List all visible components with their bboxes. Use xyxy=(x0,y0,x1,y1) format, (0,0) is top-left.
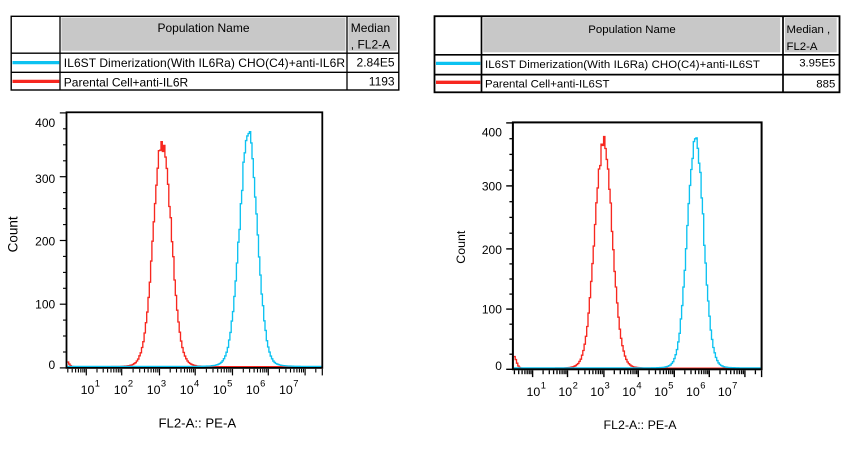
svg-text:10: 10 xyxy=(622,385,636,399)
svg-text:200: 200 xyxy=(35,234,55,248)
svg-text:10: 10 xyxy=(686,385,700,399)
svg-text:Parental Cell+anti-IL6ST: Parental Cell+anti-IL6ST xyxy=(485,79,609,91)
svg-text:200: 200 xyxy=(482,243,502,257)
svg-text:Median: Median xyxy=(351,21,390,35)
svg-text:300: 300 xyxy=(482,179,502,193)
svg-text:4: 4 xyxy=(194,377,199,388)
svg-text:10: 10 xyxy=(180,383,194,397)
svg-text:Parental Cell+anti-IL6R: Parental Cell+anti-IL6R xyxy=(64,75,189,89)
svg-text:Count: Count xyxy=(454,230,468,264)
svg-text:885: 885 xyxy=(816,78,835,90)
svg-text:3: 3 xyxy=(161,377,166,388)
svg-text:10: 10 xyxy=(558,385,572,399)
svg-text:10: 10 xyxy=(590,385,604,399)
svg-text:3.95E5: 3.95E5 xyxy=(799,57,835,69)
svg-text:Population Name: Population Name xyxy=(157,21,249,35)
svg-text:2.84E5: 2.84E5 xyxy=(357,56,395,70)
svg-text:7: 7 xyxy=(293,377,298,388)
svg-text:10: 10 xyxy=(81,383,95,397)
svg-text:10: 10 xyxy=(147,383,161,397)
svg-text:Population Name: Population Name xyxy=(588,24,675,36)
svg-text:10: 10 xyxy=(114,383,128,397)
svg-text:FL2-A: FL2-A xyxy=(787,41,818,53)
svg-text:Count: Count xyxy=(6,216,21,252)
svg-text:6: 6 xyxy=(260,377,265,388)
svg-text:10: 10 xyxy=(527,385,541,399)
svg-text:1193: 1193 xyxy=(369,74,395,88)
svg-text:FL2-A:: PE-A: FL2-A:: PE-A xyxy=(158,416,236,431)
svg-text:4: 4 xyxy=(636,379,641,390)
svg-text:10: 10 xyxy=(279,383,293,397)
svg-text:IL6ST Dimerization(With IL6Ra): IL6ST Dimerization(With IL6Ra) CHO(C4)+a… xyxy=(485,59,760,71)
svg-text:10: 10 xyxy=(213,383,227,397)
svg-text:300: 300 xyxy=(35,172,55,186)
svg-text:10: 10 xyxy=(654,385,668,399)
svg-text:0: 0 xyxy=(49,358,56,372)
svg-text:7: 7 xyxy=(732,379,737,390)
svg-text:Median ,: Median , xyxy=(787,24,831,36)
svg-text:3: 3 xyxy=(605,379,610,390)
svg-text:5: 5 xyxy=(668,379,673,390)
svg-text:, FL2-A: , FL2-A xyxy=(351,38,390,52)
svg-text:400: 400 xyxy=(35,116,55,130)
svg-text:1: 1 xyxy=(541,379,546,390)
svg-text:10: 10 xyxy=(718,385,732,399)
svg-text:0: 0 xyxy=(495,359,502,373)
svg-text:100: 100 xyxy=(482,303,502,317)
svg-text:5: 5 xyxy=(227,377,232,388)
svg-text:6: 6 xyxy=(700,379,705,390)
svg-text:IL6ST Dimerization(With IL6Ra): IL6ST Dimerization(With IL6Ra) CHO(C4)+a… xyxy=(64,56,346,70)
svg-text:FL2-A:: PE-A: FL2-A:: PE-A xyxy=(604,418,678,432)
svg-text:2: 2 xyxy=(128,377,133,388)
svg-text:1: 1 xyxy=(95,377,100,388)
svg-text:100: 100 xyxy=(35,298,55,312)
svg-text:2: 2 xyxy=(573,379,578,390)
svg-text:400: 400 xyxy=(482,126,502,140)
svg-text:10: 10 xyxy=(246,383,260,397)
